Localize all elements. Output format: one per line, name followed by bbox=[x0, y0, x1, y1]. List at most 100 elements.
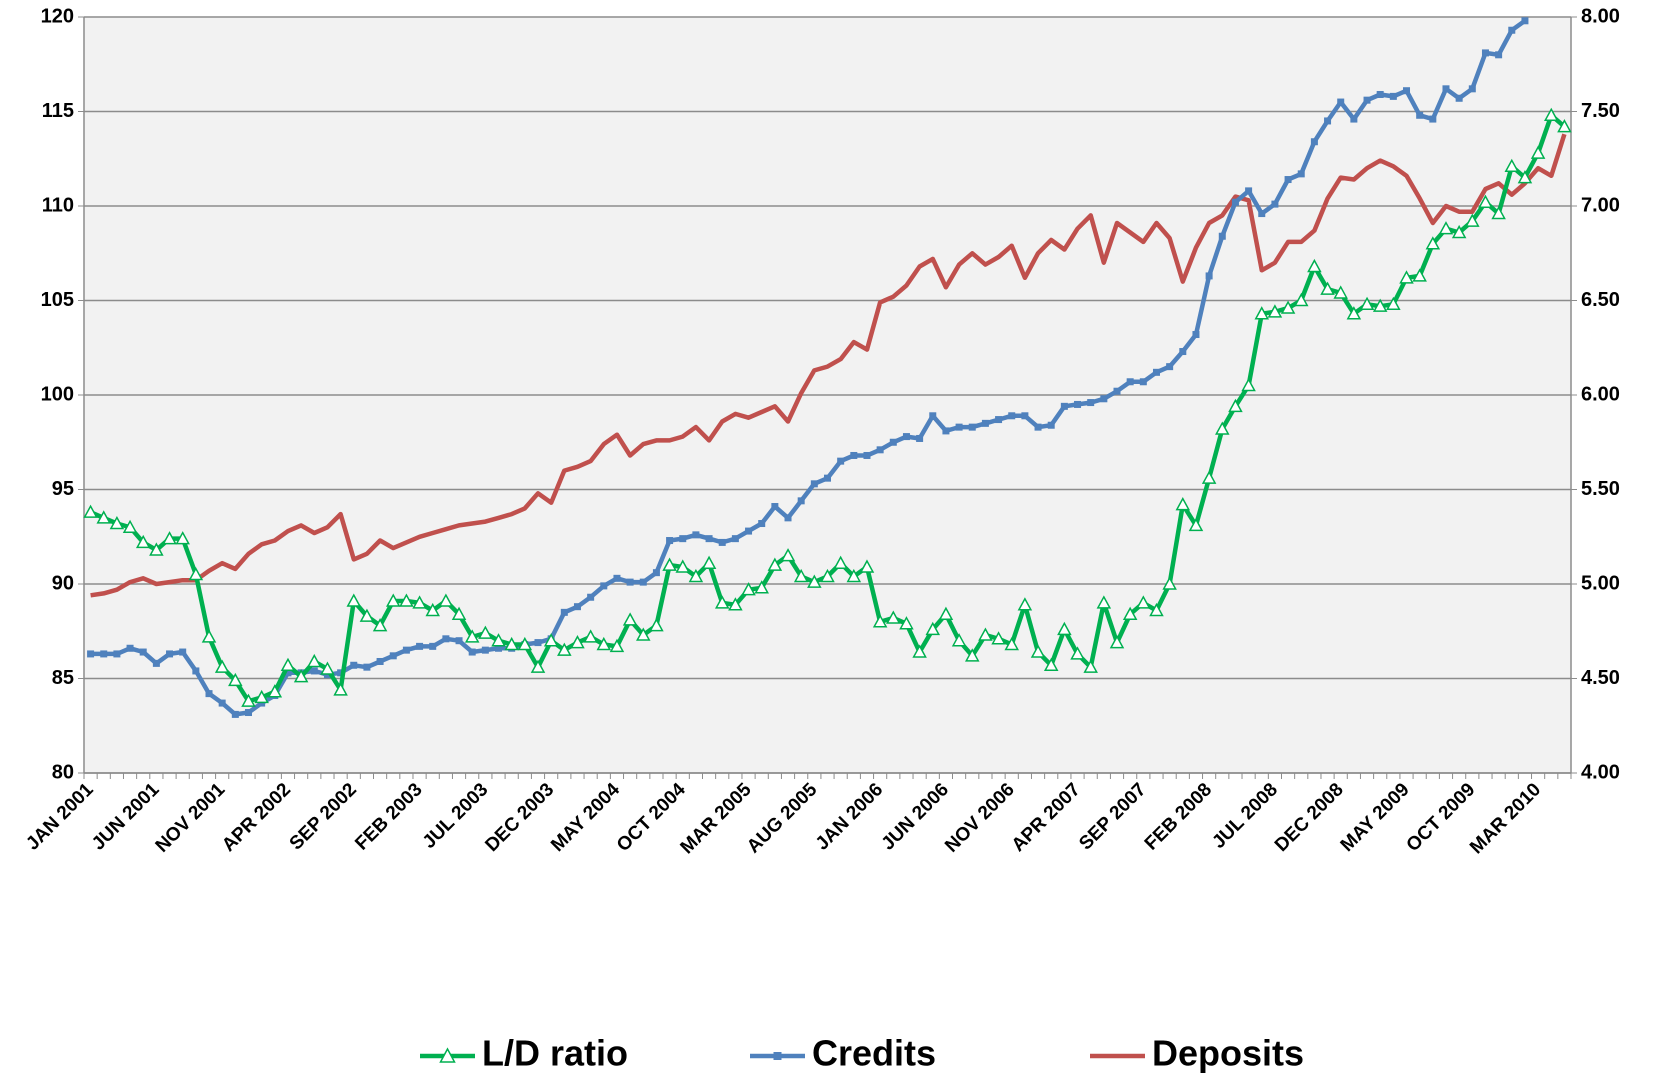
marker bbox=[968, 423, 976, 431]
marker bbox=[442, 635, 450, 643]
legend-label: Deposits bbox=[1152, 1033, 1304, 1074]
marker bbox=[622, 612, 638, 626]
marker bbox=[942, 427, 950, 435]
marker bbox=[100, 650, 108, 658]
marker bbox=[850, 451, 858, 459]
marker bbox=[846, 568, 862, 583]
marker bbox=[991, 631, 1006, 645]
marker bbox=[692, 531, 700, 539]
marker bbox=[1280, 300, 1296, 314]
series-line bbox=[90, 133, 1567, 598]
marker bbox=[1267, 304, 1283, 318]
marker bbox=[1468, 85, 1476, 93]
marker bbox=[1043, 657, 1059, 672]
marker bbox=[293, 669, 309, 683]
marker bbox=[126, 644, 134, 652]
marker bbox=[596, 636, 612, 651]
x-tick-label: FEB 2008 bbox=[1141, 779, 1216, 854]
marker bbox=[1096, 595, 1112, 609]
y-tick-label: 115 bbox=[42, 100, 74, 122]
marker bbox=[228, 672, 243, 687]
marker bbox=[337, 669, 345, 677]
marker bbox=[135, 534, 151, 549]
marker bbox=[902, 433, 910, 441]
marker bbox=[1333, 285, 1348, 299]
marker bbox=[333, 682, 348, 696]
marker bbox=[1166, 363, 1174, 371]
marker bbox=[583, 629, 598, 643]
marker bbox=[916, 434, 924, 442]
marker bbox=[1074, 400, 1082, 408]
marker bbox=[1412, 268, 1427, 282]
marker bbox=[1241, 377, 1256, 392]
marker bbox=[1297, 170, 1305, 178]
x-tick-label: FEB 2003 bbox=[351, 779, 426, 854]
marker bbox=[438, 593, 454, 607]
marker bbox=[1491, 205, 1506, 220]
marker bbox=[1504, 158, 1520, 173]
legend-label: L/D ratio bbox=[482, 1033, 628, 1074]
marker bbox=[1017, 597, 1033, 611]
x-tick-label: AUG 2005 bbox=[743, 779, 822, 858]
marker bbox=[1139, 378, 1147, 386]
x-tick-label: NOV 2001 bbox=[152, 779, 230, 857]
marker bbox=[666, 537, 674, 545]
marker bbox=[613, 574, 621, 582]
marker bbox=[1228, 398, 1243, 413]
marker bbox=[504, 636, 519, 651]
marker bbox=[1495, 51, 1503, 59]
marker bbox=[376, 657, 384, 665]
marker bbox=[1100, 395, 1108, 403]
marker bbox=[731, 535, 739, 543]
marker bbox=[876, 446, 884, 454]
marker bbox=[938, 606, 954, 620]
marker bbox=[1438, 221, 1454, 235]
marker bbox=[1429, 115, 1437, 123]
x-tick-label: JAN 2001 bbox=[22, 779, 98, 855]
marker bbox=[600, 582, 608, 590]
marker bbox=[109, 515, 125, 530]
marker bbox=[745, 527, 753, 535]
marker bbox=[1122, 606, 1138, 620]
marker bbox=[451, 606, 467, 620]
marker bbox=[1218, 232, 1226, 240]
x-tick-label: JAN 2006 bbox=[812, 779, 887, 854]
marker bbox=[385, 593, 401, 607]
x-tick-label: NOV 2006 bbox=[941, 779, 1019, 857]
y2-tick-label: 7.50 bbox=[1581, 100, 1620, 122]
y2-tick-label: 5.50 bbox=[1581, 478, 1620, 500]
marker bbox=[771, 503, 779, 511]
marker bbox=[231, 710, 239, 718]
y-tick-label: 110 bbox=[42, 194, 74, 216]
marker bbox=[1557, 119, 1572, 133]
marker bbox=[1192, 331, 1200, 339]
marker bbox=[688, 568, 704, 583]
marker bbox=[1386, 296, 1401, 311]
x-tick-label: MAR 2010 bbox=[1466, 779, 1545, 858]
marker bbox=[425, 602, 440, 617]
marker bbox=[192, 667, 200, 675]
marker bbox=[399, 593, 414, 607]
marker bbox=[951, 633, 967, 647]
marker bbox=[1324, 117, 1332, 125]
marker bbox=[754, 580, 769, 594]
marker bbox=[929, 412, 937, 420]
marker bbox=[162, 531, 177, 545]
marker bbox=[310, 667, 318, 675]
marker bbox=[793, 568, 809, 583]
x-tick-label: APR 2007 bbox=[1008, 779, 1085, 856]
marker bbox=[1478, 194, 1493, 208]
marker bbox=[728, 597, 743, 611]
marker bbox=[372, 618, 388, 632]
y2-tick-label: 6.50 bbox=[1581, 289, 1620, 311]
marker bbox=[1389, 92, 1397, 100]
y-tick-label: 80 bbox=[52, 761, 74, 783]
marker bbox=[1162, 576, 1177, 590]
y-tick-label: 90 bbox=[52, 572, 74, 594]
marker bbox=[1517, 170, 1533, 184]
marker bbox=[350, 661, 358, 669]
marker bbox=[429, 642, 437, 650]
marker bbox=[152, 659, 160, 667]
marker bbox=[784, 514, 792, 522]
marker bbox=[530, 659, 546, 673]
